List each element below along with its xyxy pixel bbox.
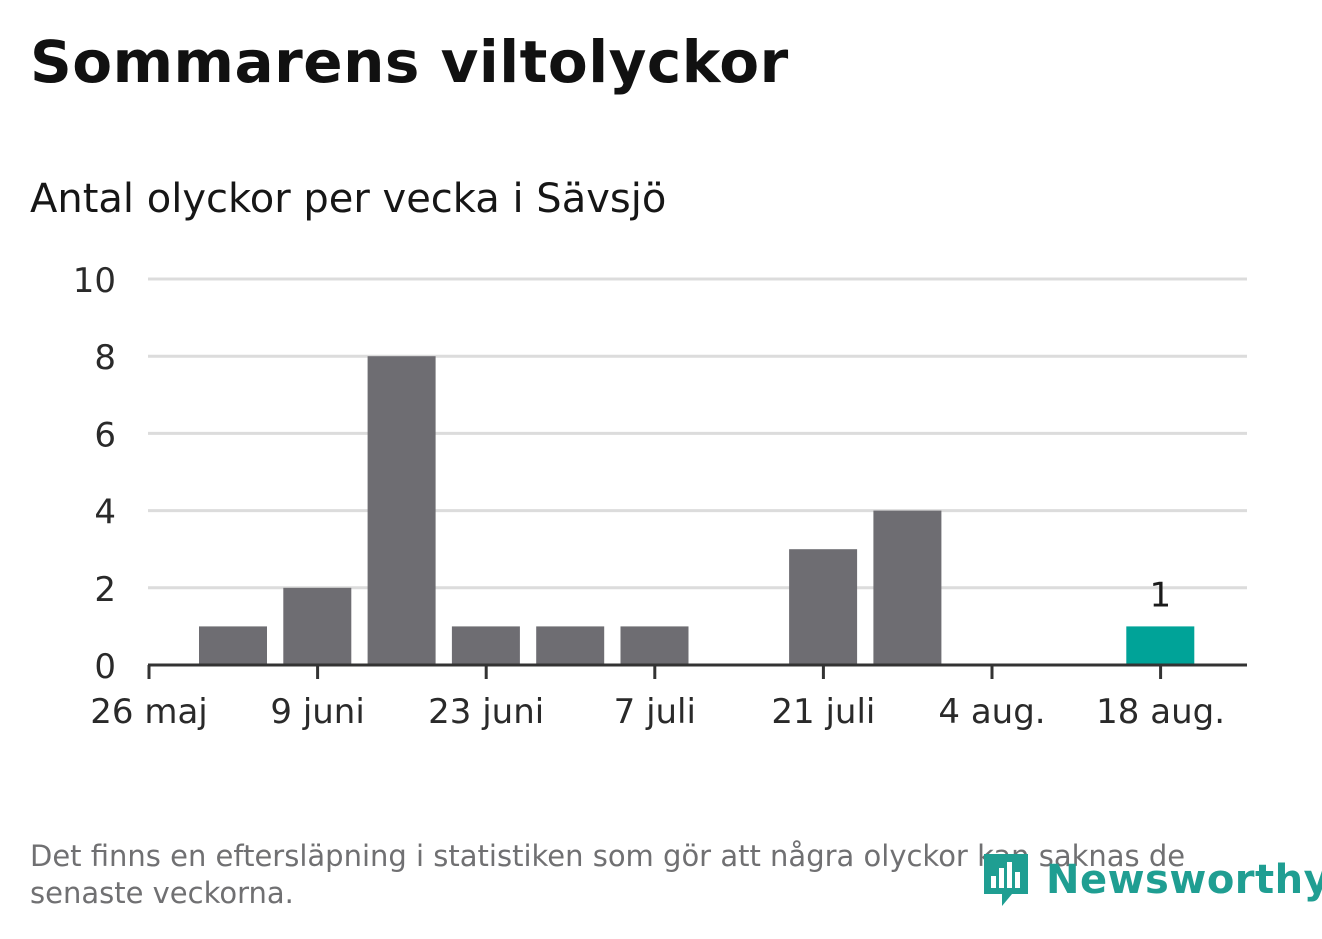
x-tick-label: 7 juli [614, 692, 696, 732]
chart-title: Sommarens viltolyckor [30, 28, 789, 96]
y-tick-label: 6 [94, 415, 116, 455]
bar [451, 626, 520, 665]
data-label: 1 [1149, 575, 1171, 615]
bar [199, 626, 267, 665]
logo-text: Newsworthy [1046, 857, 1322, 903]
bar [620, 626, 689, 665]
newsworthy-logo-icon [984, 854, 1028, 906]
x-tick-label: 4 aug. [938, 692, 1045, 732]
bar [536, 626, 605, 665]
y-tick-label: 0 [94, 647, 116, 687]
bar [873, 510, 942, 665]
y-tick-label: 8 [94, 338, 116, 378]
bar-highlight [1126, 626, 1195, 665]
bar [283, 587, 352, 665]
bar [789, 549, 858, 665]
x-tick-label: 9 juni [270, 692, 364, 732]
newsworthy-logo: Newsworthy [980, 850, 1322, 910]
x-tick-label: 21 juli [771, 692, 875, 732]
y-tick-label: 10 [73, 261, 116, 301]
y-tick-label: 2 [94, 570, 116, 610]
bar [367, 356, 436, 665]
y-tick-label: 4 [94, 493, 116, 533]
x-tick-label: 23 juni [428, 692, 544, 732]
chart-subtitle: Antal olyckor per vecka i Sävsjö [30, 176, 667, 222]
x-tick-label: 26 maj [90, 692, 207, 732]
x-tick-label: 18 aug. [1096, 692, 1225, 732]
